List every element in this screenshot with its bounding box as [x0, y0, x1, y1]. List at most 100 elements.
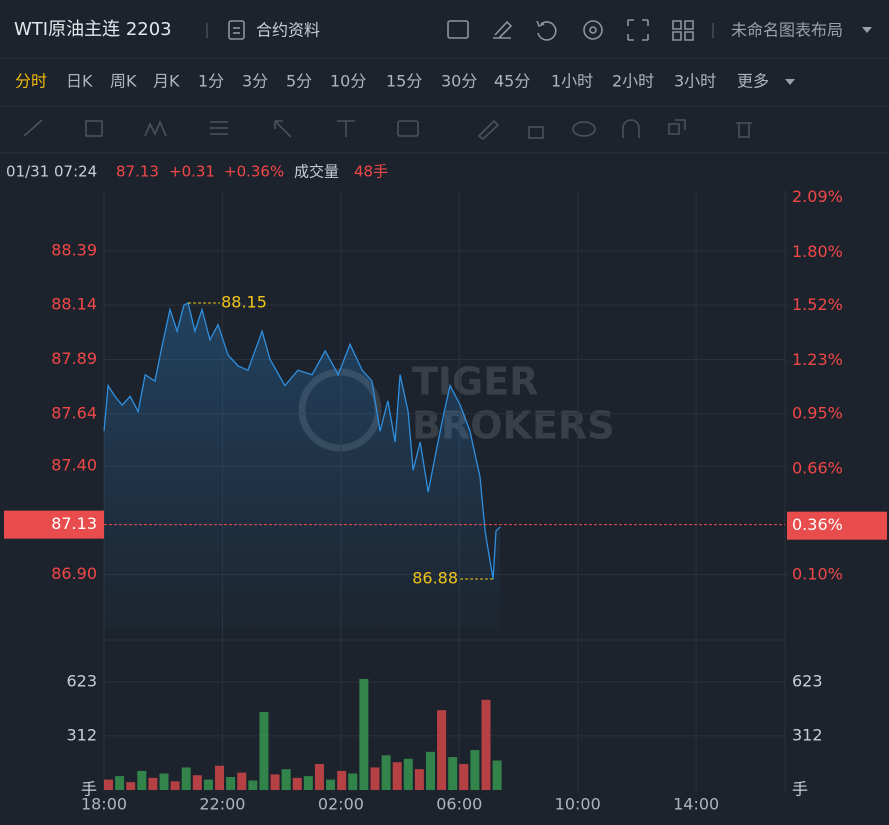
timeframe-tab[interactable]: 30分: [441, 72, 477, 91]
volume-bar: [448, 757, 458, 790]
contract-info[interactable]: 合约资料: [256, 21, 320, 40]
tool-line[interactable]: [23, 119, 43, 137]
volume-bar: [237, 772, 247, 790]
layout-icon[interactable]: [672, 20, 694, 41]
volume-bar: [314, 763, 324, 790]
volume-bar: [270, 774, 280, 790]
y-tick-label: 312: [66, 725, 97, 744]
tool-wave[interactable]: [144, 119, 167, 137]
y-tick-label: 87.40: [51, 455, 97, 474]
info-datetime: 01/31 07:24: [6, 163, 97, 181]
chart-icon[interactable]: [447, 20, 469, 39]
tool-rect[interactable]: [85, 120, 103, 137]
volume-bar: [203, 779, 213, 790]
tool-eye[interactable]: [572, 121, 596, 137]
volume-bar: [348, 773, 358, 790]
x-tick-label: 06:00: [436, 795, 482, 814]
volume-bar: [359, 678, 369, 790]
y2-tick-label: 0.66%: [792, 458, 843, 477]
last-price-label: 87.13: [51, 514, 97, 533]
layout-name[interactable]: 未命名图表布局: [731, 21, 843, 40]
volume-bar: [370, 767, 380, 790]
y2-tick-label: 0.95%: [792, 403, 843, 422]
price-area: [104, 303, 501, 630]
plot: 18:00 22:00 02:00 06:00 10:00 14:00 86.90 87.40…: [4, 187, 887, 814]
header-icons: [447, 19, 694, 41]
timeframe-tab[interactable]: 分时: [15, 72, 47, 91]
y-tick-label: 87.89: [51, 349, 97, 368]
timeframe-tab[interactable]: 10分: [330, 72, 366, 91]
y2-tick-label: 1.80%: [792, 242, 843, 261]
volume-bar: [115, 776, 125, 790]
volume-bar: [148, 777, 158, 790]
tool-fib[interactable]: [210, 121, 228, 135]
timeframe-tab[interactable]: 日K: [66, 72, 93, 91]
volume-bar: [459, 763, 469, 790]
info-change: +0.31: [169, 163, 215, 181]
volume-bar: [248, 780, 258, 790]
edit-icon[interactable]: [493, 20, 513, 39]
tool-label[interactable]: [397, 120, 419, 137]
timeframe-tab[interactable]: 1分: [198, 72, 224, 91]
info-volume-label: 成交量: [294, 163, 339, 181]
timeframe-tab[interactable]: 周K: [110, 72, 137, 91]
volume-bar: [414, 769, 424, 790]
y2-tick-label: 1.23%: [792, 350, 843, 369]
volume-bar: [192, 775, 202, 790]
volume-unit: 手: [81, 780, 97, 799]
watermark-text: TIGER: [412, 360, 538, 404]
timeframe-tab[interactable]: 5分: [286, 72, 312, 91]
volume-bar: [126, 782, 136, 790]
timeframe-tab[interactable]: 3小时: [674, 72, 716, 91]
volume-unit: 手: [792, 780, 808, 799]
y-tick-label: 86.90: [51, 564, 97, 583]
timeframe-tab[interactable]: 更多: [737, 72, 769, 91]
volume-bar: [403, 758, 413, 790]
last-price-tag: [4, 510, 104, 539]
more-arrow[interactable]: [785, 79, 795, 85]
volume-bar: [470, 750, 480, 790]
tool-arrow[interactable]: [274, 120, 292, 138]
x-tick-label: 22:00: [199, 795, 245, 814]
tool-copy[interactable]: [668, 119, 686, 135]
y-tick-label: 88.39: [51, 240, 97, 259]
fullscreen-icon[interactable]: [627, 19, 649, 41]
timeframe-tab[interactable]: 3分: [242, 72, 268, 91]
volume-bar: [292, 777, 302, 790]
x-tick-label: 02:00: [318, 795, 364, 814]
volume-bar: [259, 711, 269, 790]
undo-icon[interactable]: [536, 20, 557, 41]
x-tick-label: 18:00: [81, 795, 127, 814]
settings-icon[interactable]: [583, 20, 603, 40]
volume-bar: [137, 770, 147, 790]
contract-info-button[interactable]: 合约资料: [228, 20, 320, 40]
tool-delete[interactable]: [736, 122, 752, 138]
info-price: 87.13: [116, 163, 159, 181]
tool-pen[interactable]: [477, 119, 500, 141]
price-line: [103, 302, 501, 580]
y2-tick-label: 2.09%: [792, 187, 843, 206]
volume-bar: [170, 781, 180, 790]
drawing-toolbar: [23, 119, 752, 141]
timeframe-tab[interactable]: 1小时: [551, 72, 593, 91]
volume-bar: [481, 699, 491, 790]
tool-magnet[interactable]: [622, 119, 640, 138]
volume-bar: [215, 765, 225, 790]
volume-bar: [326, 779, 336, 790]
x-tick-label: 10:00: [555, 795, 601, 814]
volume-bar: [104, 779, 113, 790]
dropdown-arrow[interactable]: [862, 27, 872, 33]
info-volume: 48手: [354, 163, 388, 181]
title: WTI原油主连 2203: [14, 19, 172, 40]
timeframe-tab[interactable]: 15分: [386, 72, 422, 91]
volume-bar: [281, 769, 291, 790]
tool-text[interactable]: [337, 120, 355, 137]
timeframe-tab[interactable]: 2小时: [612, 72, 654, 91]
x-tick-label: 14:00: [673, 795, 719, 814]
timeframe-tab[interactable]: 45分: [494, 72, 530, 91]
volume-bar: [159, 773, 169, 790]
timeframe-tab[interactable]: 月K: [153, 72, 180, 91]
tool-lock[interactable]: [528, 126, 544, 139]
